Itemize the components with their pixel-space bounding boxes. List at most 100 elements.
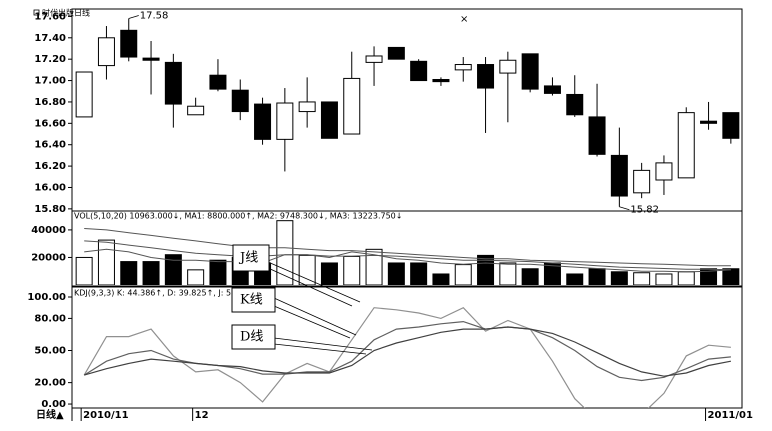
- volume-bar: [521, 268, 539, 285]
- y-tick-label: 16.00: [34, 182, 66, 193]
- y-tick-label: 100.00: [27, 292, 66, 303]
- series-line: [84, 228, 731, 267]
- series-line: [83, 306, 731, 408]
- candle-body: [120, 29, 138, 58]
- candle-body: [499, 59, 517, 74]
- y-tick-label: 16.20: [34, 161, 66, 172]
- y-tick-label: 20000: [31, 252, 66, 263]
- panel-0: [75, 18, 740, 207]
- candle-body: [633, 169, 651, 194]
- volume-bar: [365, 248, 383, 285]
- y-tick-label: 20.00: [34, 378, 66, 389]
- candle-body: [97, 37, 115, 67]
- y-tick-label: 17.00: [34, 76, 66, 87]
- volume-bar: [499, 262, 517, 285]
- y-tick-label: 17.60: [34, 11, 66, 22]
- x-tick-label: 12: [195, 410, 209, 421]
- candle-body: [588, 116, 606, 155]
- volume-bar: [97, 239, 115, 285]
- volume-frame: [71, 210, 743, 287]
- d-box: [231, 324, 276, 350]
- volume-bar: [677, 271, 695, 285]
- y-tick-label: 16.60: [34, 118, 66, 129]
- candle-body: [454, 64, 472, 71]
- candle-body: [142, 57, 160, 61]
- candle-body: [298, 101, 316, 113]
- volume-title: VOL(5,10,20) 10963.000↓, MA1: 8800.000↑,…: [74, 212, 402, 221]
- volume-bar: [120, 261, 138, 285]
- y-tick-label: 16.80: [34, 97, 66, 108]
- callouts: J线 K线 D线: [231, 244, 373, 355]
- volume-bar: [432, 273, 450, 285]
- candle-body: [610, 154, 628, 197]
- volume-bar: [410, 262, 428, 285]
- candle-body: [209, 74, 227, 90]
- candle-body: [722, 112, 740, 139]
- volume-bar: [187, 269, 205, 285]
- y-tick-label: 0.00: [41, 399, 66, 410]
- candle-body: [387, 46, 405, 60]
- panel-2: [83, 306, 732, 408]
- j-leader: [267, 261, 361, 307]
- candle-body: [566, 93, 584, 116]
- candle-body: [521, 53, 539, 90]
- volume-bar: [209, 259, 227, 285]
- series-line: [84, 248, 731, 273]
- y-tick-label: 17.20: [34, 54, 66, 65]
- volume-bar: [387, 262, 405, 285]
- candle-body: [432, 78, 450, 83]
- volume-bar: [588, 268, 606, 285]
- candle-body: [700, 120, 718, 124]
- candle-body: [320, 101, 338, 139]
- volume-bar: [164, 254, 182, 285]
- candle-body: [231, 89, 249, 113]
- volume-bar: [320, 262, 338, 285]
- y-tick-label: 17.40: [34, 33, 66, 44]
- series-line: [84, 240, 731, 271]
- x-tick-label: 2011/01: [708, 410, 753, 421]
- candle-body: [75, 71, 93, 118]
- candle-body: [477, 64, 495, 89]
- x-tick-label: 2010/11: [83, 410, 128, 421]
- volume-bar: [610, 271, 628, 285]
- volume-bar: [722, 268, 740, 285]
- volume-bar: [633, 272, 651, 285]
- d-leader: [273, 337, 373, 355]
- annotation-arrow: [128, 15, 139, 19]
- annotation-arrow: [619, 206, 630, 211]
- price-title: 时代出版日线: [42, 8, 90, 18]
- candle-body: [677, 112, 695, 179]
- candle-body: [543, 85, 561, 94]
- y-tick-label: 15.80: [34, 204, 66, 215]
- candle-body: [343, 77, 361, 135]
- volume-bar: [142, 261, 160, 285]
- volume-bar: [655, 273, 673, 285]
- volume-bar: [276, 220, 294, 285]
- icon: [33, 9, 40, 16]
- volume-bar: [566, 273, 584, 285]
- candle-body: [164, 61, 182, 105]
- plot-layer: 15.80 16.00 16.20 16.40 16.60 16.80 17.00 17.20…: [27, 11, 753, 421]
- candle-body: [276, 102, 294, 140]
- k-leader: [273, 297, 357, 339]
- volume-bar: [298, 254, 316, 285]
- k-label: K线: [240, 293, 263, 308]
- period-label: 日线▲: [36, 408, 64, 421]
- candle-body: [410, 60, 428, 82]
- series-line: [84, 326, 732, 377]
- candle-body: [365, 55, 383, 63]
- k-box: [231, 287, 276, 313]
- volume-bar: [343, 255, 361, 285]
- volume-bar: [454, 264, 472, 285]
- volume-bar: [75, 256, 93, 285]
- y-tick-label: 50.00: [34, 346, 66, 357]
- y-tick-label: 40000: [31, 225, 66, 236]
- panel-1: [75, 220, 740, 285]
- y-tick-label: 80.00: [34, 313, 66, 324]
- candle-body: [655, 162, 673, 181]
- j-box: [232, 244, 270, 272]
- series-line: [83, 320, 731, 382]
- candle-body: [187, 105, 205, 116]
- candle-body: [254, 103, 272, 140]
